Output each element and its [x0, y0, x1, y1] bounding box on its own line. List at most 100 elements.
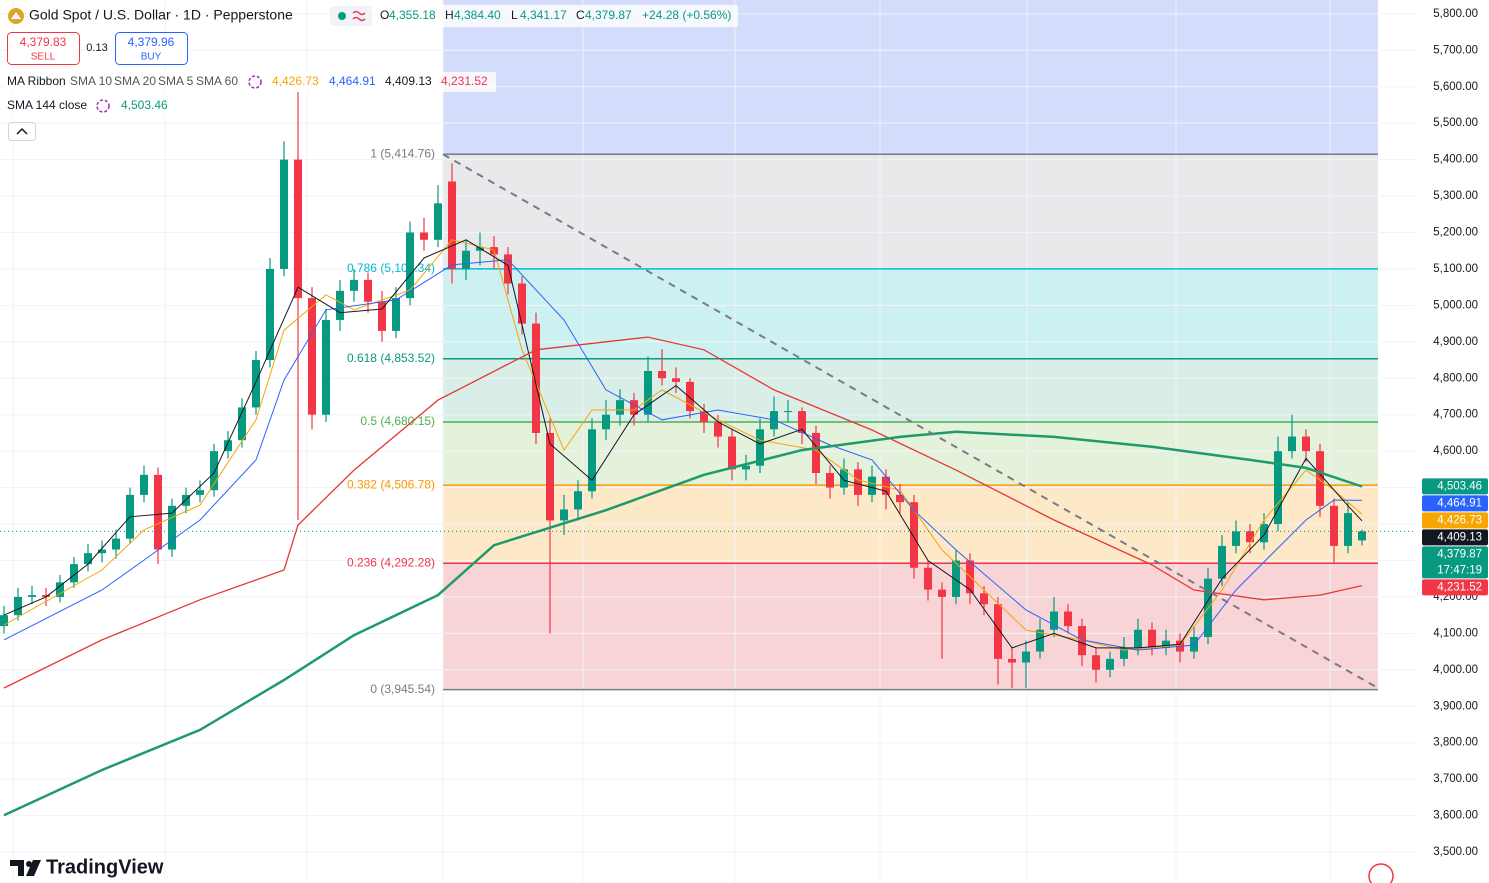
candle-body — [350, 279, 358, 291]
candle-body — [518, 283, 526, 324]
price-tag-label: 4,503.46 — [1437, 480, 1482, 492]
y-tick-label: 5,000.00 — [1433, 299, 1478, 311]
candle-body — [588, 429, 596, 492]
ohlc-value: 4,341.17 — [520, 8, 567, 22]
candle-body — [1344, 513, 1352, 546]
candle-body — [406, 232, 414, 299]
event-flag[interactable] — [1368, 863, 1394, 883]
candle-body — [602, 414, 610, 430]
ma-line — [3, 239, 1363, 649]
candle-body — [238, 407, 246, 441]
ohlc-values: O 4,355.18 H 4,384.40 L 4,341.17 C 4,379.87 +24.… — [380, 8, 731, 22]
sell-button[interactable] — [7, 32, 80, 65]
legend-value: 4,231.52 — [441, 74, 488, 88]
candle-body — [840, 469, 848, 488]
candle-body — [1022, 651, 1030, 663]
fib-label: 0.618 (4,853.52) — [347, 351, 435, 365]
candle-body — [980, 593, 988, 605]
candle-body — [868, 476, 876, 495]
candle-body — [420, 232, 428, 240]
candle-body — [1288, 436, 1296, 452]
y-tick-label: 3,700.00 — [1433, 773, 1478, 785]
plot-layer: 1 (5,414.76) 0.786 (5,100.34) 0.618 (4,853… — [0, 91, 1415, 817]
candle-body — [434, 203, 442, 240]
ohlc-key: H — [445, 8, 454, 22]
y-tick-label: 4,100.00 — [1433, 627, 1478, 639]
y-tick-label: 5,600.00 — [1433, 81, 1478, 93]
candle-body — [294, 159, 302, 299]
candle-body — [196, 490, 204, 495]
candle-body — [616, 400, 624, 415]
candle-body — [1302, 436, 1310, 452]
y-tick-label: 5,800.00 — [1433, 8, 1478, 20]
candle-body — [812, 432, 820, 474]
collapse-icon — [16, 127, 28, 135]
symbol-title: Gold Spot / U.S. Dollar · 1D · Peppersto… — [29, 7, 293, 23]
fib-region — [443, 358, 1378, 422]
candle-body — [882, 476, 890, 495]
candle-body — [1162, 640, 1170, 648]
candle-body — [322, 319, 330, 415]
fib-region — [443, 268, 1378, 359]
candle-body — [952, 560, 960, 597]
candle-body — [532, 323, 540, 433]
brand: TradingView — [10, 856, 164, 878]
indicator-icon[interactable] — [248, 75, 262, 89]
candle-body — [280, 159, 288, 269]
price-tag-label: 4,426.73 — [1437, 514, 1482, 526]
candle-body — [56, 582, 64, 597]
price-tag — [1422, 529, 1488, 546]
candle-body — [392, 298, 400, 331]
candle-body — [728, 436, 736, 470]
status-icon — [352, 10, 366, 22]
legend-series-name: SMA 10 — [70, 74, 112, 88]
legend-series-name: SMA 144 close — [7, 98, 87, 112]
candle-body — [910, 502, 918, 568]
candle-body — [112, 538, 120, 550]
candle-body — [476, 247, 484, 251]
candle-body — [1148, 629, 1156, 648]
candle-body — [1246, 531, 1254, 543]
candle-body — [140, 474, 148, 495]
ohlc-key: L — [511, 8, 518, 22]
indicator-icon[interactable] — [96, 99, 110, 113]
y-tick-label: 5,100.00 — [1433, 263, 1478, 275]
price-axis: 3,500.00 3,600.00 3,700.00 3,800.00 3,900.00… — [1415, 0, 1489, 883]
candle-body — [266, 268, 274, 361]
candle-body — [1274, 451, 1282, 525]
legend-series-name: SMA 20 — [114, 74, 156, 88]
price-tag-label: 4,409.13 — [1437, 531, 1482, 543]
legend-series-name: SMA 60 — [196, 74, 238, 88]
collapse-button[interactable] — [8, 122, 36, 141]
price-tag — [1422, 495, 1488, 512]
candle-body — [0, 615, 8, 627]
candle-body — [994, 604, 1002, 659]
candle-body — [1120, 647, 1128, 659]
y-tick-label: 4,700.00 — [1433, 409, 1478, 421]
sell-label: SELL — [31, 52, 56, 63]
candle-body — [896, 494, 904, 503]
brand-logo-dot — [26, 861, 32, 867]
price-tag-label: 4,464.91 — [1437, 497, 1482, 509]
candle-body — [784, 411, 792, 413]
candle-body — [1316, 451, 1324, 506]
candle-body — [560, 509, 568, 521]
candle-body — [644, 370, 652, 415]
legend-value: 4,426.73 — [272, 74, 319, 88]
spread: 0.13 — [86, 42, 107, 54]
ma-line — [3, 239, 1363, 651]
candle-body — [1134, 629, 1142, 648]
fib-label: 0.382 (4,506.78) — [347, 477, 435, 491]
ohlc-value: 4,379.87 — [585, 8, 632, 22]
buy-button[interactable] — [115, 32, 188, 65]
ohlc-key: C — [576, 8, 585, 22]
background-layer — [0, 0, 1415, 883]
price-tag-label: 4,379.87 — [1437, 548, 1482, 560]
candle-body — [574, 491, 582, 510]
candle-body — [826, 473, 834, 488]
buy-label: BUY — [141, 52, 162, 63]
ohlc-bg — [376, 5, 738, 27]
price-tag — [1422, 512, 1488, 529]
status-pill[interactable] — [330, 6, 372, 26]
